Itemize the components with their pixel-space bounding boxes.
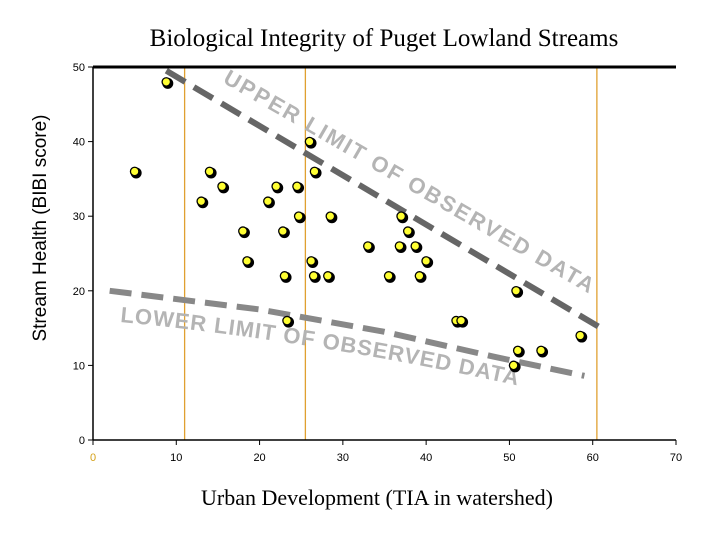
x-tick-label-20: 20 (253, 452, 265, 464)
axes: 0 10 20 30 40 50 60 70 0 10 20 30 40 50 (73, 62, 682, 464)
lower-limit-label: LOWER LIMIT OF OBSERVED DATA (119, 302, 522, 390)
data-point-9 (278, 226, 290, 239)
data-point-20 (362, 241, 375, 254)
data-point-1 (129, 166, 142, 179)
data-point-6 (242, 256, 255, 268)
x-tick-label-40: 40 (420, 452, 432, 464)
data-point-15 (306, 256, 319, 268)
data-point-30 (508, 360, 521, 373)
data-point-13 (293, 211, 306, 224)
data-point-32 (512, 345, 525, 358)
chart-title: Biological Integrity of Puget Lowland St… (150, 25, 619, 52)
lower-limit-line (109, 287, 586, 379)
y-tick-label-40: 40 (73, 137, 85, 149)
data-point-11 (282, 315, 295, 328)
y-tick-label-10: 10 (73, 360, 85, 372)
upper-limit-line (164, 68, 603, 331)
data-point-31 (511, 285, 524, 298)
y-tick-label-30: 30 (73, 211, 85, 223)
data-point-23 (396, 211, 409, 224)
data-point-26 (414, 271, 427, 283)
data-point-19 (325, 211, 338, 224)
data-point-8 (271, 181, 284, 194)
data-point-33 (536, 345, 549, 358)
x-tick-label-70: 70 (670, 452, 682, 464)
y-axis-label: Stream Health (BIBI score) (30, 114, 51, 341)
data-point-12 (292, 181, 305, 194)
data-point-17 (309, 166, 322, 179)
y-tick-label-50: 50 (73, 62, 85, 74)
reference-lines (183, 67, 598, 440)
x-tick-label-30: 30 (337, 452, 349, 464)
data-point-25 (410, 241, 423, 254)
y-tick-label-0: 0 (79, 435, 85, 447)
x-tick-label-60: 60 (587, 452, 599, 464)
data-point-27 (421, 256, 434, 268)
data-point-29 (456, 315, 469, 328)
data-point-18 (323, 271, 335, 283)
x-tick-label-0: 0 (90, 452, 96, 464)
data-point-2 (196, 196, 209, 209)
data-point-10 (279, 271, 292, 283)
data-point-16 (308, 271, 321, 283)
data-point-24 (402, 226, 415, 239)
limit-lines (109, 68, 603, 379)
data-points (129, 77, 588, 373)
data-point-22 (394, 241, 407, 254)
x-tick-label-10: 10 (170, 452, 182, 464)
data-point-3 (204, 166, 217, 179)
data-point-7 (263, 196, 275, 209)
data-point-21 (383, 271, 396, 283)
x-tick-label-50: 50 (503, 452, 515, 464)
data-point-14 (304, 136, 317, 149)
y-tick-label-20: 20 (73, 286, 85, 298)
data-point-0 (161, 77, 174, 89)
data-point-5 (238, 226, 250, 239)
data-point-34 (575, 330, 588, 343)
x-axis-label: Urban Development (TIA in watershed) (201, 485, 553, 510)
data-point-4 (217, 181, 230, 194)
